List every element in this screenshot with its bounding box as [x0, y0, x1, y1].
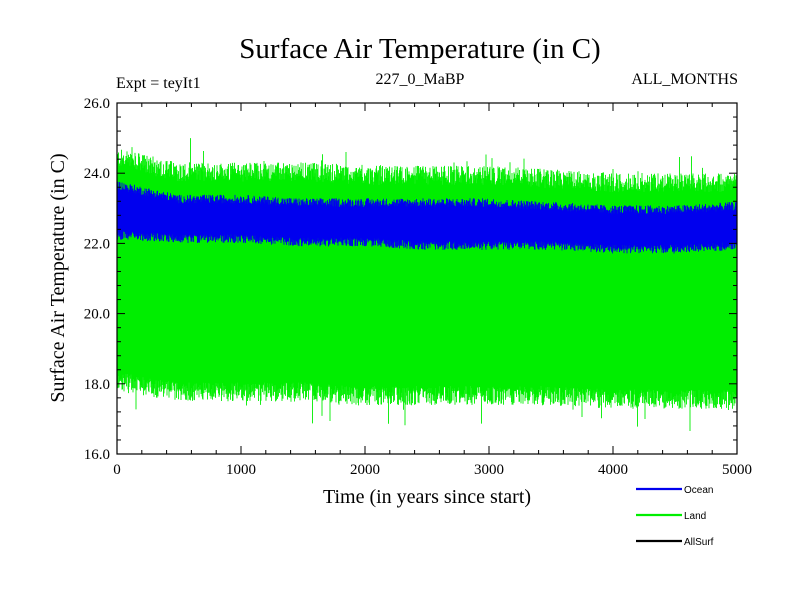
- axes: 0 1000 2000 3000 4000 5000 16.0 18.0 20.0 22.0 24.…: [84, 96, 752, 478]
- legend-item-ocean: Ocean: [636, 485, 713, 496]
- legend-item-land: Land: [636, 511, 706, 522]
- y-tick-label: 22.0: [84, 236, 110, 252]
- plot-frame: [116, 102, 738, 455]
- x-tick-label: 4000: [598, 462, 628, 478]
- x-tick-label: 0: [113, 462, 121, 478]
- x-tick-label: 5000: [722, 462, 752, 478]
- y-tick-label: 18.0: [84, 377, 110, 393]
- y-axis-label: Surface Air Temperature (in C): [47, 153, 69, 402]
- legend-label: Land: [684, 511, 706, 522]
- legend-label: AllSurf: [684, 537, 714, 548]
- months-label: ALL_MONTHS: [631, 71, 738, 88]
- legend-label: Ocean: [684, 485, 713, 496]
- series-land-line: [116, 138, 738, 431]
- y-tick-label: 24.0: [84, 166, 110, 182]
- x-tick-label: 1000: [226, 462, 256, 478]
- plot-area: [116, 138, 738, 431]
- series-land: [116, 138, 738, 431]
- x-tick-label: 3000: [474, 462, 504, 478]
- experiment-label: Expt = teyIt1: [116, 75, 201, 92]
- legend-item-allsurf: AllSurf: [636, 537, 714, 548]
- period-label: 227_0_MaBP: [376, 71, 465, 88]
- legend: Ocean Land AllSurf: [636, 485, 714, 548]
- chart-title: Surface Air Temperature (in C): [239, 33, 600, 65]
- x-axis-label: Time (in years since start): [323, 486, 531, 508]
- x-tick-label: 2000: [350, 462, 380, 478]
- y-tick-label: 20.0: [84, 307, 110, 323]
- y-tick-label: 26.0: [84, 96, 110, 112]
- y-tick-label: 16.0: [84, 447, 110, 463]
